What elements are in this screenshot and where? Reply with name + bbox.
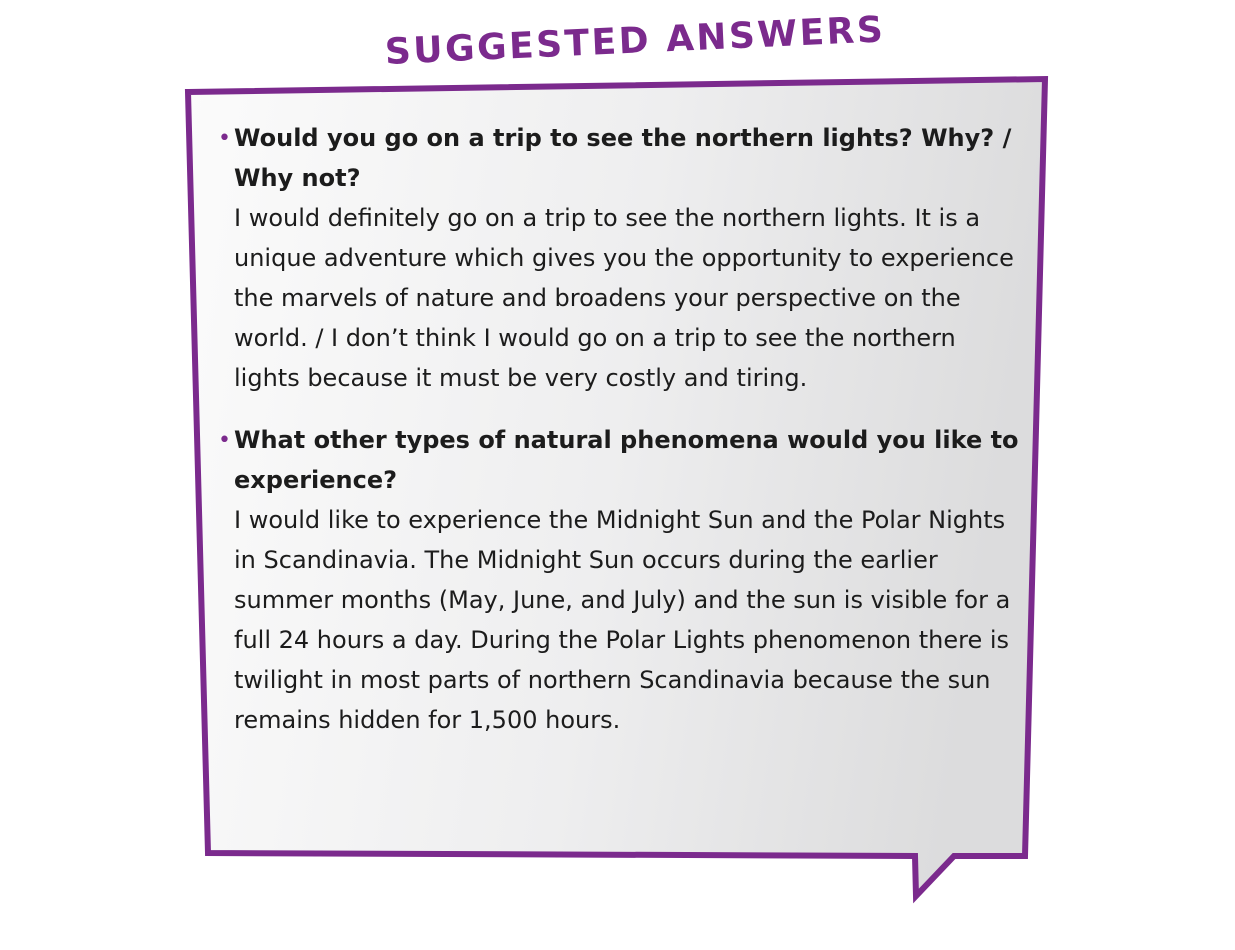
speech-bubble-outline: [184, 75, 1049, 904]
bullet-dot: •: [218, 126, 231, 151]
bullet-dot: •: [218, 428, 231, 453]
answers-list: • Would you go on a trip to see the nort…: [218, 118, 1028, 740]
question-1: Would you go on a trip to see the northe…: [234, 124, 1012, 192]
answer-2: I would like to experience the Midnight …: [234, 506, 1011, 734]
qa-item-2: • What other types of natural phenomena …: [218, 420, 1028, 740]
question-2: What other types of natural phenomena wo…: [234, 426, 1019, 494]
answer-1: I would definitely go on a trip to see t…: [234, 204, 1014, 392]
qa-item-1: • Would you go on a trip to see the nort…: [218, 118, 1028, 398]
